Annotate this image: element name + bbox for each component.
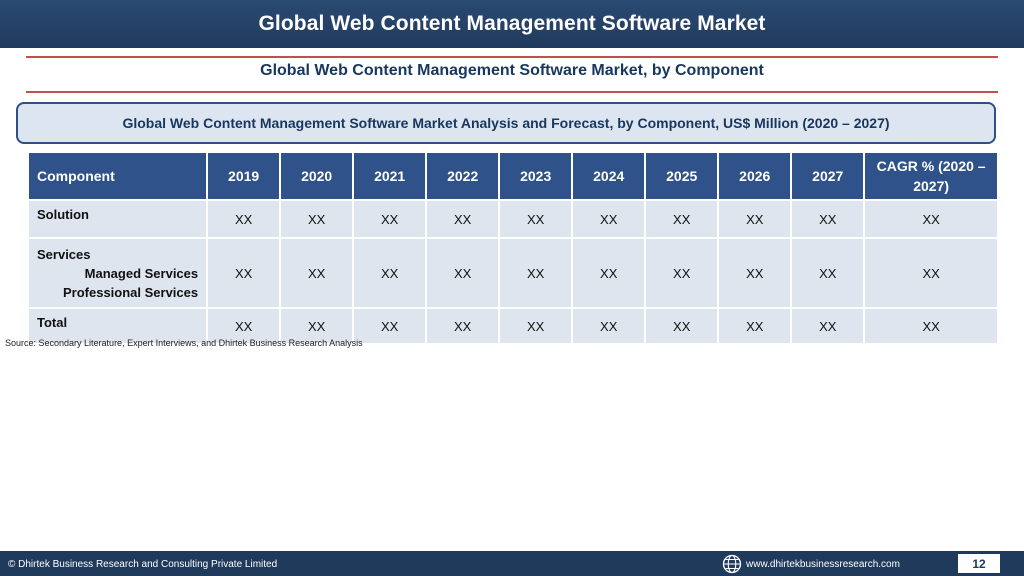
table-cell: XX: [281, 239, 353, 307]
column-header-2022: 2022: [427, 153, 499, 199]
column-header-2027: 2027: [792, 153, 864, 199]
cagr-header-line2: 2027): [913, 178, 950, 194]
table-cell: XX: [500, 201, 572, 237]
table-caption-banner: Global Web Content Management Software M…: [16, 102, 996, 144]
row-label-services: Services Managed Services Professional S…: [29, 239, 207, 307]
table-cell: XX: [646, 309, 718, 343]
table-cell: XX: [792, 239, 864, 307]
column-header-component: Component: [29, 153, 207, 199]
table-cell: XX: [427, 239, 499, 307]
table-cell: XX: [719, 201, 791, 237]
table-cell: XX: [792, 201, 864, 237]
top-divider: [26, 56, 998, 58]
table-cell: XX: [719, 239, 791, 307]
table-cell: XX: [208, 201, 280, 237]
table-cell: XX: [208, 239, 280, 307]
page-title: Global Web Content Management Software M…: [258, 12, 766, 35]
table-cell: XX: [354, 309, 426, 343]
footer-copyright: © Dhirtek Business Research and Consulti…: [8, 559, 278, 570]
table-cell: XX: [719, 309, 791, 343]
table-cell: XX: [792, 309, 864, 343]
market-table: Component 2019 2020 2021 2022 2023 2024 …: [27, 151, 999, 345]
table-cell: XX: [208, 309, 280, 343]
row-label-solution: Solution: [29, 201, 207, 237]
table-cell: XX: [281, 309, 353, 343]
column-header-2021: 2021: [354, 153, 426, 199]
column-header-2025: 2025: [646, 153, 718, 199]
column-header-cagr: CAGR % (2020 – 2027): [865, 153, 997, 199]
table-cell: XX: [865, 309, 997, 343]
table-cell: XX: [865, 201, 997, 237]
table-cell: XX: [646, 239, 718, 307]
table-cell: XX: [865, 239, 997, 307]
header-bar: Global Web Content Management Software M…: [0, 0, 1024, 48]
footer-bar: © Dhirtek Business Research and Consulti…: [0, 551, 1024, 576]
table-cell: XX: [500, 239, 572, 307]
section-subtitle: Global Web Content Management Software M…: [260, 62, 764, 79]
cagr-header-line1: CAGR % (2020 –: [876, 158, 986, 174]
table-cell: XX: [354, 201, 426, 237]
row-label-managed-services: Managed Services: [84, 266, 199, 281]
table-row: Total XX XX XX XX XX XX XX XX XX XX: [29, 309, 997, 343]
table-caption: Global Web Content Management Software M…: [122, 115, 890, 131]
page-number: 12: [958, 554, 1000, 573]
table-cell: XX: [500, 309, 572, 343]
table-cell: XX: [354, 239, 426, 307]
column-header-2023: 2023: [500, 153, 572, 199]
table-header-row: Component 2019 2020 2021 2022 2023 2024 …: [29, 153, 997, 199]
footer-website-link[interactable]: www.dhirtekbusinessresearch.com: [746, 559, 900, 570]
source-note: Source: Secondary Literature, Expert Int…: [5, 338, 363, 348]
table-cell: XX: [427, 201, 499, 237]
column-header-2024: 2024: [573, 153, 645, 199]
table-cell: XX: [646, 201, 718, 237]
table-cell: XX: [427, 309, 499, 343]
table-row: Services Managed Services Professional S…: [29, 239, 997, 307]
column-header-2019: 2019: [208, 153, 280, 199]
table-row: Solution XX XX XX XX XX XX XX XX XX XX: [29, 201, 997, 237]
table-cell: XX: [573, 239, 645, 307]
table-cell: XX: [281, 201, 353, 237]
column-header-2026: 2026: [719, 153, 791, 199]
globe-icon: [722, 554, 742, 574]
table-cell: XX: [573, 309, 645, 343]
row-label-services-main: Services: [37, 247, 91, 262]
row-label-professional-services: Professional Services: [62, 285, 199, 300]
bottom-divider: [26, 91, 998, 93]
column-header-2020: 2020: [281, 153, 353, 199]
row-label-total: Total: [29, 309, 207, 343]
table-cell: XX: [573, 201, 645, 237]
